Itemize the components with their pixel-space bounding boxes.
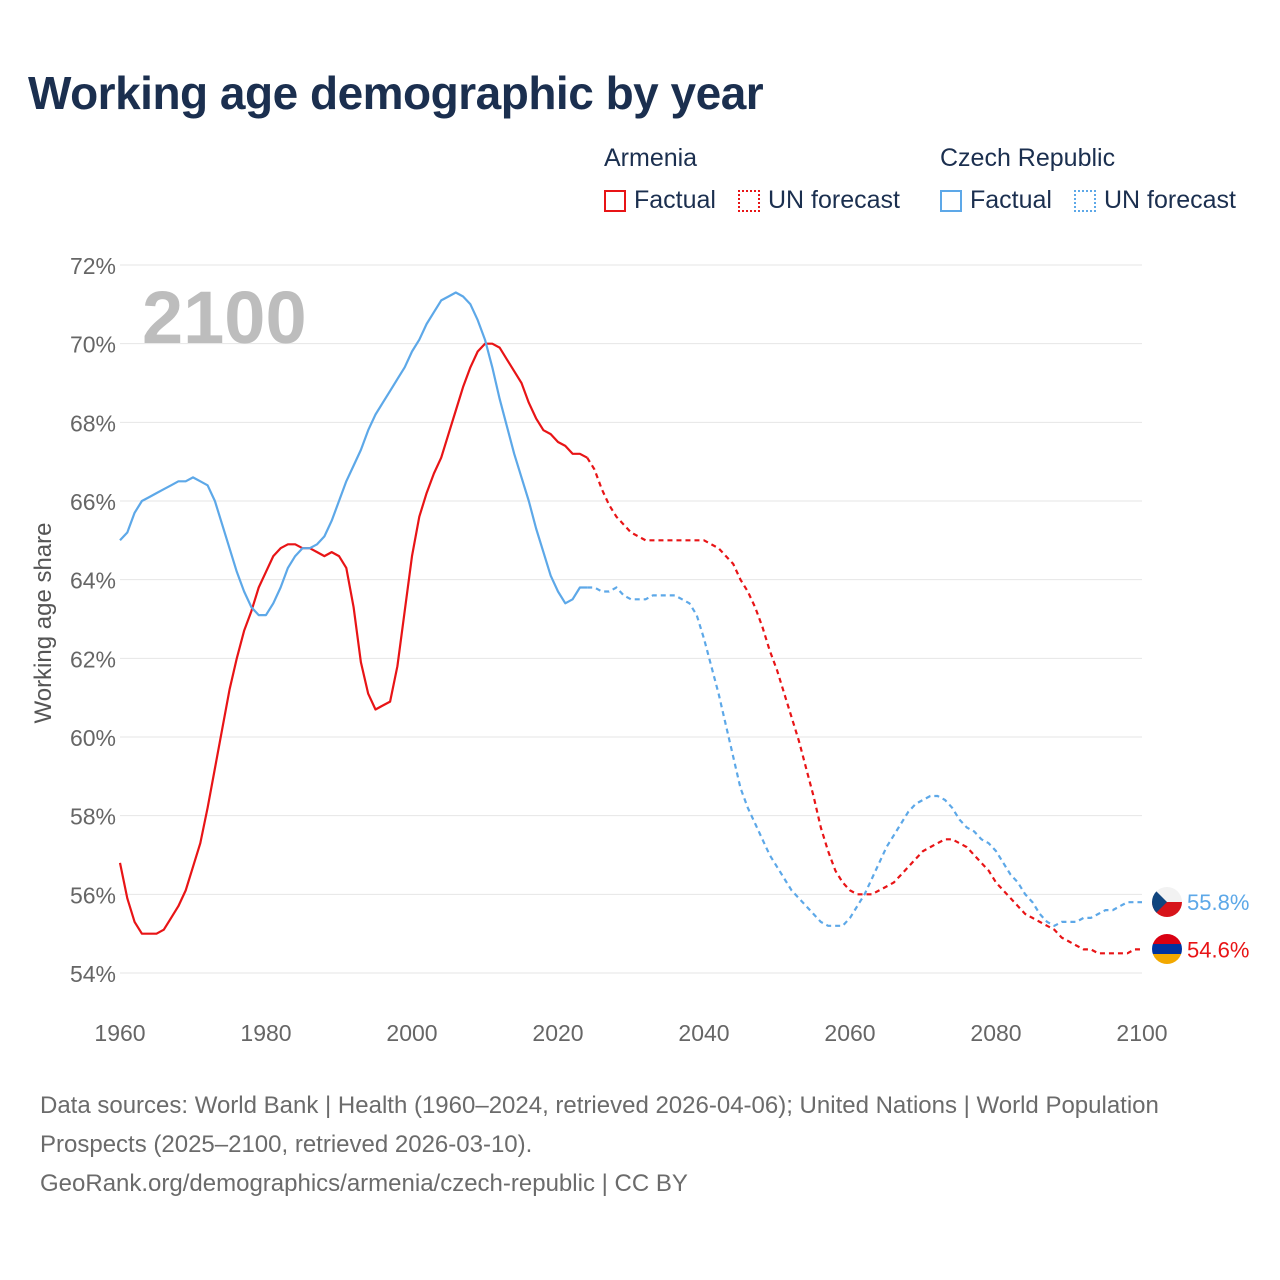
y-tick-label: 64% [70, 568, 116, 594]
x-tick-label: 2040 [678, 1020, 729, 1046]
legend-armenia-factual[interactable]: Factual [604, 186, 716, 215]
legend-armenia-forecast-label: UN forecast [768, 186, 900, 214]
gridlines [120, 264, 1142, 974]
czech-flag-icon [1152, 887, 1182, 917]
y-tick-label: 60% [70, 725, 116, 751]
y-tick-label: 68% [70, 410, 116, 436]
footer-sources: Data sources: World Bank | Health (1960–… [40, 1092, 1159, 1158]
legend-czech-forecast[interactable]: UN forecast [1074, 186, 1236, 215]
chart-title: Working age demographic by year [28, 67, 764, 119]
x-tick-label: 1960 [94, 1020, 145, 1046]
line-chart: 54% 56% 58% 60% 62% 64% 66% 68% 70% 72% 1960 1980 2… [30, 253, 1249, 1046]
legend-czech-forecast-label: UN forecast [1104, 186, 1236, 214]
legend-czech-forecast-swatch [1074, 189, 1096, 212]
x-tick-label: 1980 [240, 1020, 291, 1046]
legend-armenia-forecast[interactable]: UN forecast [738, 186, 900, 215]
y-axis-ticks: 54% 56% 58% 60% 62% 64% 66% 68% 70% 72% [70, 253, 116, 987]
legend-armenia-title: Armenia [604, 144, 698, 172]
legend-czech-factual-swatch [940, 189, 962, 212]
legend-armenia-forecast-swatch [738, 189, 760, 212]
x-tick-label: 2060 [824, 1020, 875, 1046]
series-lines [118, 291, 1142, 955]
legend-czech-factual[interactable]: Factual [940, 186, 1052, 215]
legend-czech-title: Czech Republic [940, 144, 1116, 172]
x-tick-label: 2000 [386, 1020, 437, 1046]
x-axis-ticks: 1960 1980 2000 2020 2040 2060 2080 2100 [94, 1020, 1167, 1046]
y-tick-label: 70% [70, 332, 116, 358]
czech-republic-forecast-line [587, 586, 1142, 928]
y-tick-label: 58% [70, 804, 116, 830]
y-tick-label: 54% [70, 961, 116, 987]
x-tick-label: 2100 [1116, 1020, 1167, 1046]
y-tick-label: 62% [70, 646, 116, 672]
armenia-factual-line [118, 342, 588, 935]
y-tick-label: 66% [70, 489, 116, 515]
armenia-end-label: 54.6% [1187, 937, 1249, 962]
legend-armenia-factual-label: Factual [634, 186, 716, 214]
x-tick-label: 2080 [970, 1020, 1021, 1046]
y-tick-label: 72% [70, 253, 116, 279]
y-tick-label: 56% [70, 882, 116, 908]
footer: Data sources: World Bank | Health (1960–… [40, 1086, 1220, 1203]
legend-czech-factual-label: Factual [970, 186, 1052, 214]
end-labels: 54.6% 55.8% [1187, 890, 1249, 962]
x-tick-label: 2020 [532, 1020, 583, 1046]
y-axis-label: Working age share [30, 523, 57, 724]
czech-republic-end-label: 55.8% [1187, 890, 1249, 915]
footer-attribution[interactable]: GeoRank.org/demographics/armenia/czech-r… [40, 1170, 688, 1197]
year-watermark: 2100 [142, 276, 307, 359]
legend-armenia-factual-swatch [604, 189, 626, 212]
czech-republic-factual-line [119, 291, 588, 617]
armenia-flag-icon [1152, 934, 1182, 964]
armenia-forecast-line [586, 457, 1142, 955]
